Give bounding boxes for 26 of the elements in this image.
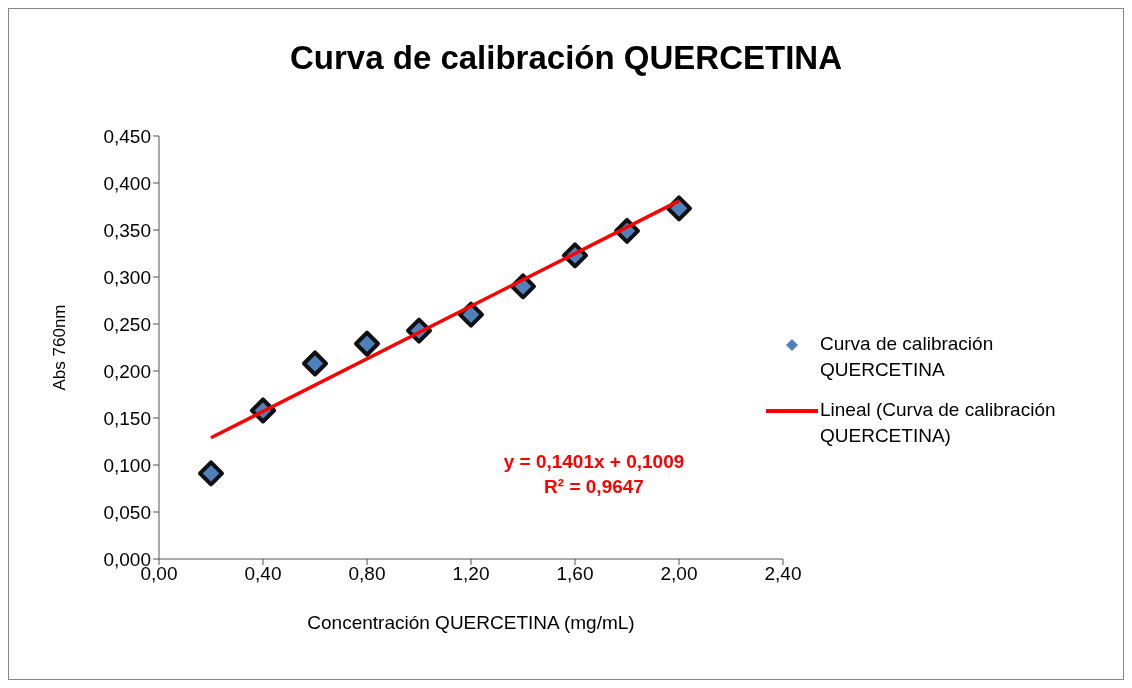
x-tick-label: 1,60: [556, 563, 594, 585]
point: [458, 301, 484, 328]
y-tick-label: 0,450: [103, 125, 151, 147]
y-tick-label: 0,300: [103, 266, 151, 288]
point: [302, 350, 328, 377]
y-tick-label: 0,400: [103, 172, 151, 194]
y-axis-title: Abs 760nm: [50, 304, 70, 391]
y-tick-label: 0,250: [103, 313, 151, 335]
x-tick-label: 1,20: [452, 563, 490, 585]
y-tick-label: 0,050: [103, 501, 151, 523]
x-tick-label: 0,80: [348, 563, 386, 585]
y-tick-label: 0,350: [103, 219, 151, 241]
x-axis-title: Concentración QUERCETINA (mg/mL): [307, 612, 635, 633]
legend-label: Curva de calibración QUERCETINA: [820, 332, 995, 382]
annotation: R² = 0,9647: [543, 475, 645, 499]
x-tick-label: 0,40: [244, 563, 282, 585]
y-tick-label: 0,150: [103, 407, 151, 429]
legend-label: Lineal (Curva de calibración QUERCETINA): [820, 398, 1057, 448]
y-tick-label: 0,100: [103, 454, 151, 476]
annotation: y = 0,1401x + 0,1009: [502, 450, 686, 474]
y-tick-label: 0,200: [103, 360, 151, 382]
x-tick-label: 2,40: [764, 563, 802, 585]
x-tick-label: 2,00: [660, 563, 698, 585]
point: [354, 330, 380, 357]
chart-title: Curva de calibración QUERCETINA: [289, 39, 843, 77]
point: [198, 460, 224, 487]
